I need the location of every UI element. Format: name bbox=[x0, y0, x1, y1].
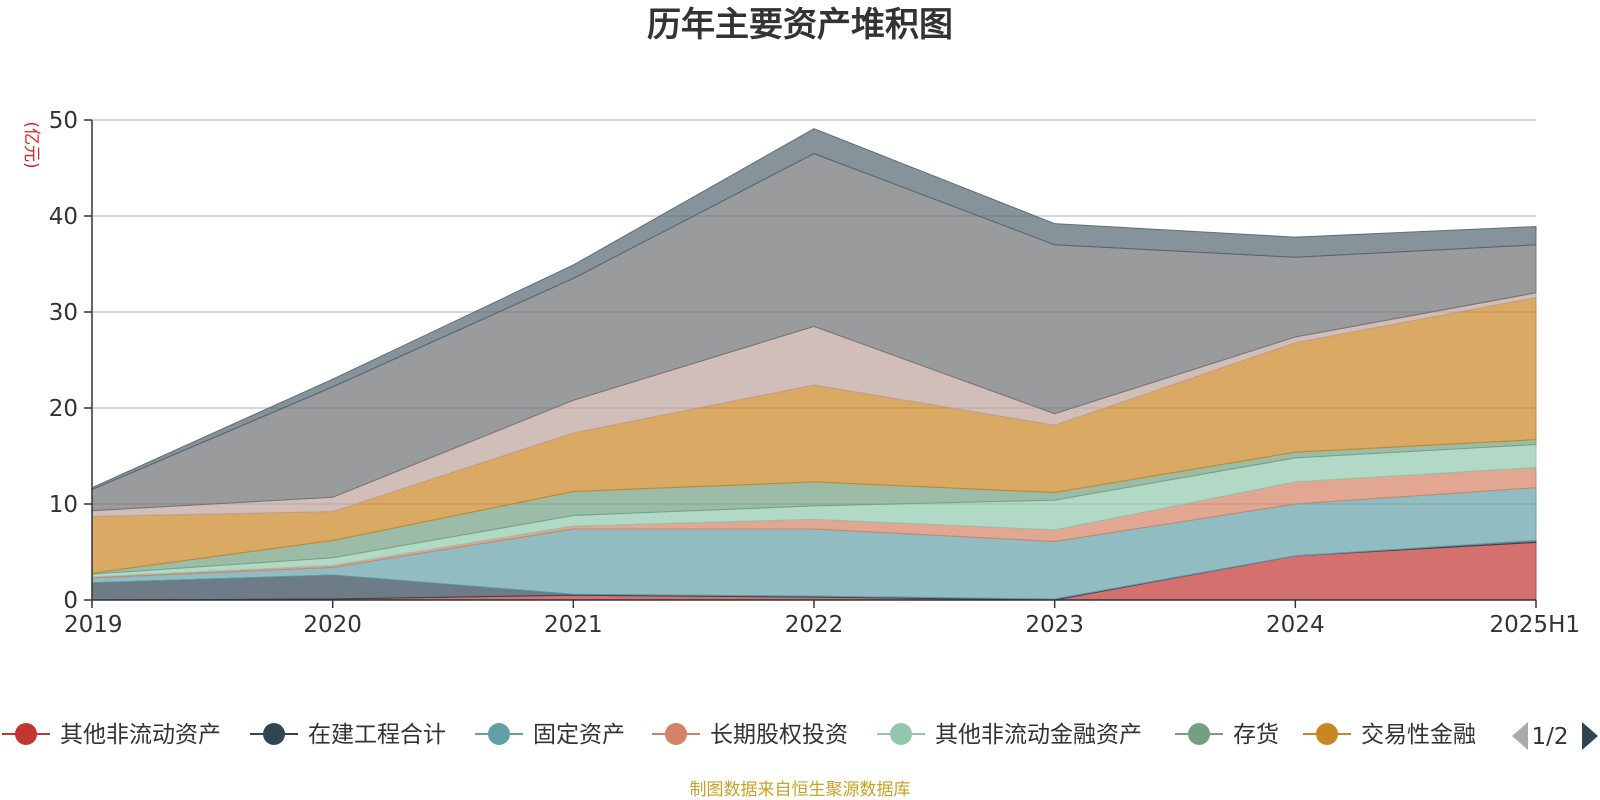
axes: 0 10 20 30 40 50 2019 2020 2021 2022 2023 2024 2025H… bbox=[49, 108, 1580, 638]
legend-label: 其他非流动资产 bbox=[60, 722, 221, 748]
legend-marker-icon bbox=[15, 723, 37, 745]
data-source-note: 制图数据来自恒生聚源数据库 bbox=[690, 780, 911, 800]
legend-marker-icon bbox=[488, 723, 510, 745]
legend-item[interactable]: 交易性金融 bbox=[1303, 722, 1476, 748]
y-tick-label: 50 bbox=[49, 108, 78, 134]
legend-label: 其他非流动金融资产 bbox=[935, 722, 1142, 748]
x-tick-label: 2021 bbox=[544, 612, 603, 638]
legend-item[interactable]: 长期股权投资 bbox=[652, 722, 848, 748]
legend-label: 在建工程合计 bbox=[308, 722, 446, 748]
legend-page-label: 1/2 bbox=[1531, 724, 1568, 750]
legend-item[interactable]: 其他非流动金融资产 bbox=[877, 722, 1142, 748]
x-tick-label: 2022 bbox=[785, 612, 844, 638]
legend-marker-icon bbox=[263, 723, 285, 745]
legend-marker-icon bbox=[890, 723, 912, 745]
legend-item[interactable]: 其他非流动资产 bbox=[2, 722, 221, 748]
y-tick-label: 10 bbox=[49, 492, 78, 518]
legend-marker-icon bbox=[665, 723, 687, 745]
y-tick-label: 20 bbox=[49, 396, 78, 422]
legend-marker-icon bbox=[1316, 723, 1338, 745]
legend-label: 存货 bbox=[1233, 722, 1279, 748]
legend: 其他非流动资产 在建工程合计 固定资产 长期股权投资 其他非流动金融资产 存货 交易性金融 bbox=[2, 722, 1476, 748]
y-axis-unit: (亿元) bbox=[21, 121, 41, 168]
y-tick-label: 40 bbox=[49, 204, 78, 230]
series-areas bbox=[91, 128, 1537, 601]
page-prev-icon[interactable] bbox=[1512, 722, 1528, 750]
legend-label: 交易性金融 bbox=[1361, 722, 1476, 748]
legend-marker-icon bbox=[1188, 723, 1210, 745]
legend-label: 固定资产 bbox=[533, 722, 625, 748]
legend-label: 长期股权投资 bbox=[710, 722, 848, 748]
legend-pager: 1/2 bbox=[1512, 722, 1598, 750]
legend-item[interactable]: 在建工程合计 bbox=[250, 722, 446, 748]
y-tick-label: 30 bbox=[49, 300, 78, 326]
legend-item[interactable]: 固定资产 bbox=[475, 722, 625, 748]
x-tick-label: 2020 bbox=[303, 612, 362, 638]
x-tick-label: 2024 bbox=[1266, 612, 1325, 638]
series-area-9 bbox=[91, 128, 1537, 491]
legend-item[interactable]: 存货 bbox=[1175, 722, 1279, 748]
x-tick-label: 2025H1 bbox=[1490, 612, 1580, 638]
page-next-icon[interactable] bbox=[1582, 722, 1598, 750]
chart-title: 历年主要资产堆积图 bbox=[647, 5, 953, 45]
y-tick-label: 0 bbox=[63, 588, 78, 614]
x-tick-label: 2023 bbox=[1025, 612, 1084, 638]
x-tick-label: 2019 bbox=[64, 612, 123, 638]
